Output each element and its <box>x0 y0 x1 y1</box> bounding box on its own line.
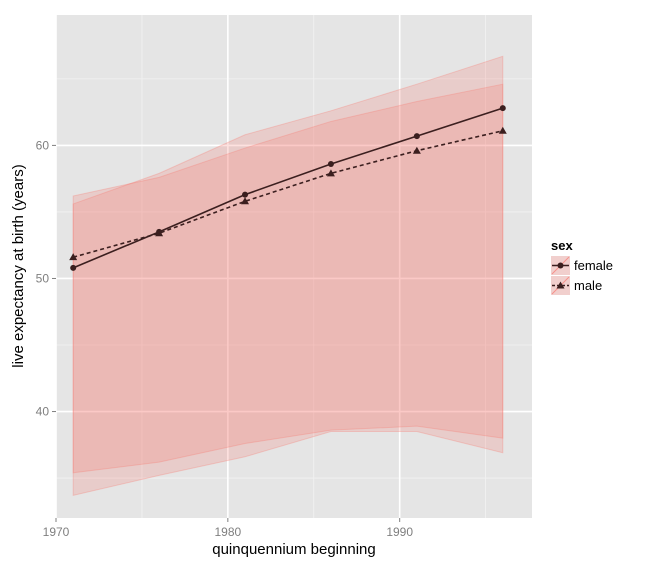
point-female <box>499 105 506 112</box>
y-tick-label: 50 <box>36 271 50 285</box>
line-female <box>72 107 504 269</box>
legend-marker-female <box>557 262 564 269</box>
point-female <box>327 161 334 168</box>
series-lines <box>72 107 504 269</box>
x-axis-ticks: 1970 1980 1990 <box>43 518 413 539</box>
point-male <box>412 146 421 154</box>
legend-item-female: female <box>551 256 613 275</box>
x-tick-label: 1990 <box>386 525 413 539</box>
x-tick-label: 1980 <box>214 525 241 539</box>
y-tick-label: 40 <box>36 405 50 419</box>
ribbon-female <box>72 55 504 497</box>
point-male <box>241 197 250 205</box>
point-male <box>69 253 78 261</box>
line-male <box>72 129 503 258</box>
x-tick-label: 1970 <box>43 525 70 539</box>
y-axis-ticks: 40 50 60 <box>36 138 56 419</box>
point-male <box>326 169 335 177</box>
point-male <box>155 229 164 237</box>
point-female <box>242 191 249 198</box>
minor-grid <box>56 15 532 518</box>
legend: sex female male <box>551 238 613 295</box>
legend-label-male: male <box>574 278 602 293</box>
point-female <box>413 133 420 140</box>
y-axis-label: live expectancy at birth (years) <box>10 164 27 367</box>
major-grid <box>55 15 532 518</box>
x-axis-label: quinquennium beginning <box>212 541 375 558</box>
series-markers <box>69 105 507 271</box>
confidence-ribbons <box>72 55 504 497</box>
legend-label-female: female <box>574 258 613 273</box>
point-female <box>70 264 77 271</box>
legend-item-male: male <box>551 276 602 295</box>
legend-title: sex <box>551 238 573 253</box>
plot-panel <box>56 15 532 518</box>
ribbon-male <box>72 83 504 474</box>
y-tick-label: 60 <box>36 138 50 152</box>
point-male <box>498 126 507 134</box>
legend-marker-male <box>556 281 565 289</box>
